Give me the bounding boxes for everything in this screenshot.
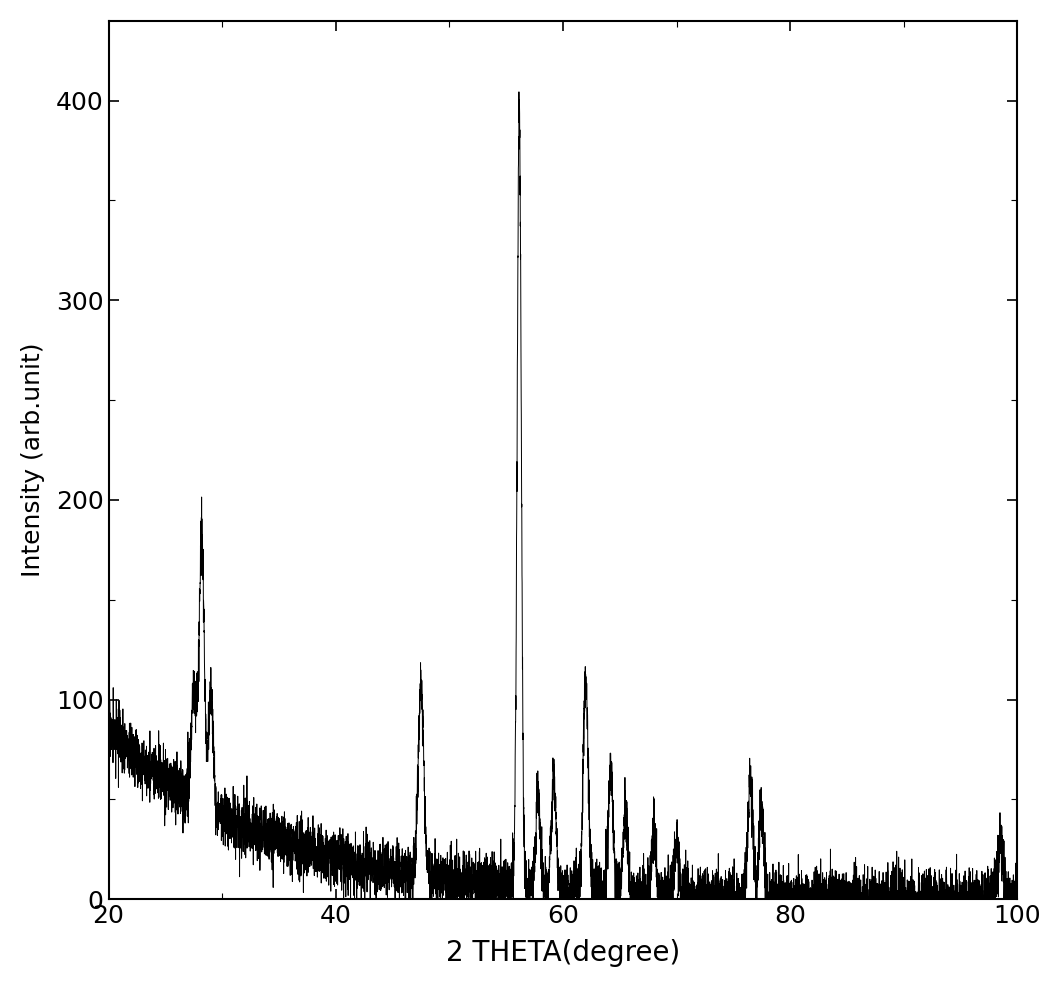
Y-axis label: Intensity (arb.unit): Intensity (arb.unit) (21, 343, 45, 577)
X-axis label: 2 THETA(degree): 2 THETA(degree) (446, 940, 680, 967)
